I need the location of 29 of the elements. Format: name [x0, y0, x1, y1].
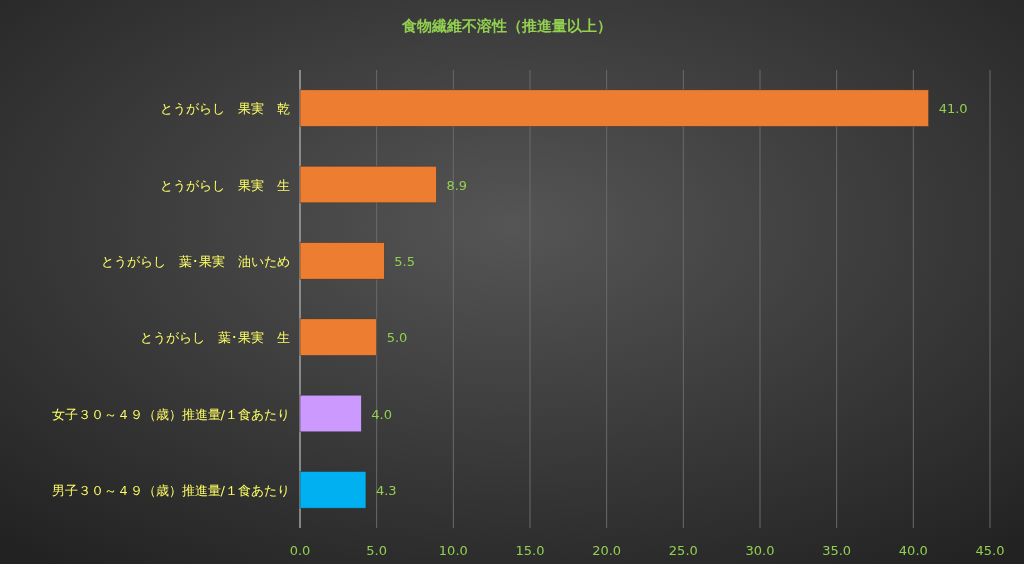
- bar: [299, 89, 929, 127]
- bar: [299, 471, 367, 509]
- y-tick-label: 男子３０～４９（歳）推進量/１食あたり: [51, 482, 290, 498]
- x-tick-label: 35.0: [822, 543, 852, 558]
- y-tick-label: とうがらし 葉･果実 油いため: [101, 253, 290, 269]
- x-tick-label: 20.0: [592, 543, 622, 558]
- chart-title: 食物繊維不溶性（推進量以上）: [401, 17, 612, 35]
- y-tick-label: とうがらし 葉･果実 生: [140, 330, 290, 346]
- x-tick-label: 5.0: [366, 543, 388, 558]
- data-label: 8.9: [446, 177, 468, 193]
- x-tick-label: 25.0: [668, 543, 698, 558]
- x-tick-label: 15.0: [515, 543, 545, 558]
- bar: [299, 242, 385, 280]
- bar: [299, 318, 377, 356]
- data-label: 41.0: [938, 101, 968, 117]
- y-tick-label: 女子３０～４９（歳）推進量/１食あたり: [51, 406, 290, 422]
- x-tick-label: 45.0: [975, 543, 1005, 558]
- y-tick-label: とうがらし 果実 乾: [160, 101, 290, 117]
- bar: [299, 394, 362, 433]
- data-label: 4.0: [371, 406, 393, 422]
- y-tick-label: とうがらし 果実 生: [160, 177, 290, 193]
- data-label: 5.5: [394, 253, 416, 269]
- x-tick-label: 30.0: [745, 543, 775, 558]
- data-label: 4.3: [375, 482, 397, 498]
- data-label: 5.0: [386, 330, 408, 346]
- bar: [299, 165, 437, 204]
- x-tick-label: 10.0: [438, 543, 468, 558]
- x-tick-label: 0.0: [289, 543, 311, 558]
- x-tick-label: 40.0: [898, 543, 928, 558]
